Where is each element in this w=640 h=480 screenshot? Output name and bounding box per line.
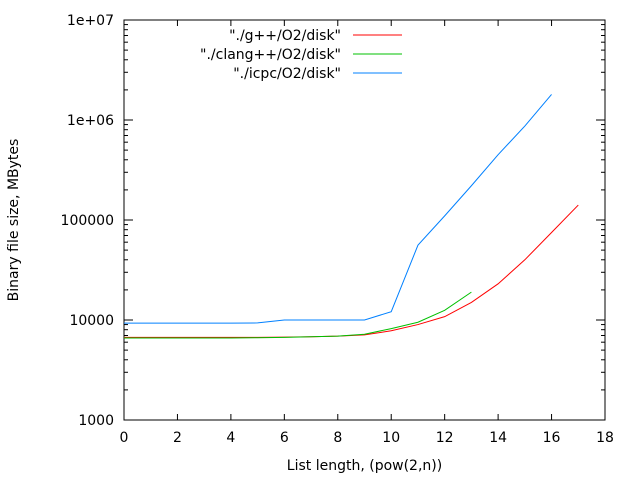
x-axis-label: List length, (pow(2,n)) xyxy=(287,458,442,474)
legend-label: "./icpc/O2/disk" xyxy=(233,66,341,82)
y-tick-label: 1e+07 xyxy=(67,13,114,29)
plot-border xyxy=(123,19,606,421)
x-tick-label: 0 xyxy=(120,430,129,446)
x-tick-label: 18 xyxy=(596,430,614,446)
x-tick-label: 6 xyxy=(280,430,289,446)
series-line xyxy=(124,204,579,338)
y-tick-label: 1000 xyxy=(78,413,114,429)
x-tick-label: 2 xyxy=(173,430,182,446)
x-tick-label: 14 xyxy=(489,430,507,446)
x-tick-label: 8 xyxy=(333,430,342,446)
legend-label: "./g++/O2/disk" xyxy=(229,28,341,44)
series-line xyxy=(124,94,552,324)
y-tick-label: 10000 xyxy=(69,313,114,329)
x-tick-label: 10 xyxy=(382,430,400,446)
legend-label: "./clang++/O2/disk" xyxy=(200,47,341,63)
y-tick-label: 100000 xyxy=(61,213,114,229)
series-line xyxy=(124,291,472,339)
x-tick-label: 4 xyxy=(226,430,235,446)
x-tick-label: 12 xyxy=(436,430,454,446)
x-tick-label: 16 xyxy=(543,430,561,446)
y-tick-label: 1e+06 xyxy=(67,113,114,129)
y-axis-label: Binary file size, MBytes xyxy=(6,139,22,302)
